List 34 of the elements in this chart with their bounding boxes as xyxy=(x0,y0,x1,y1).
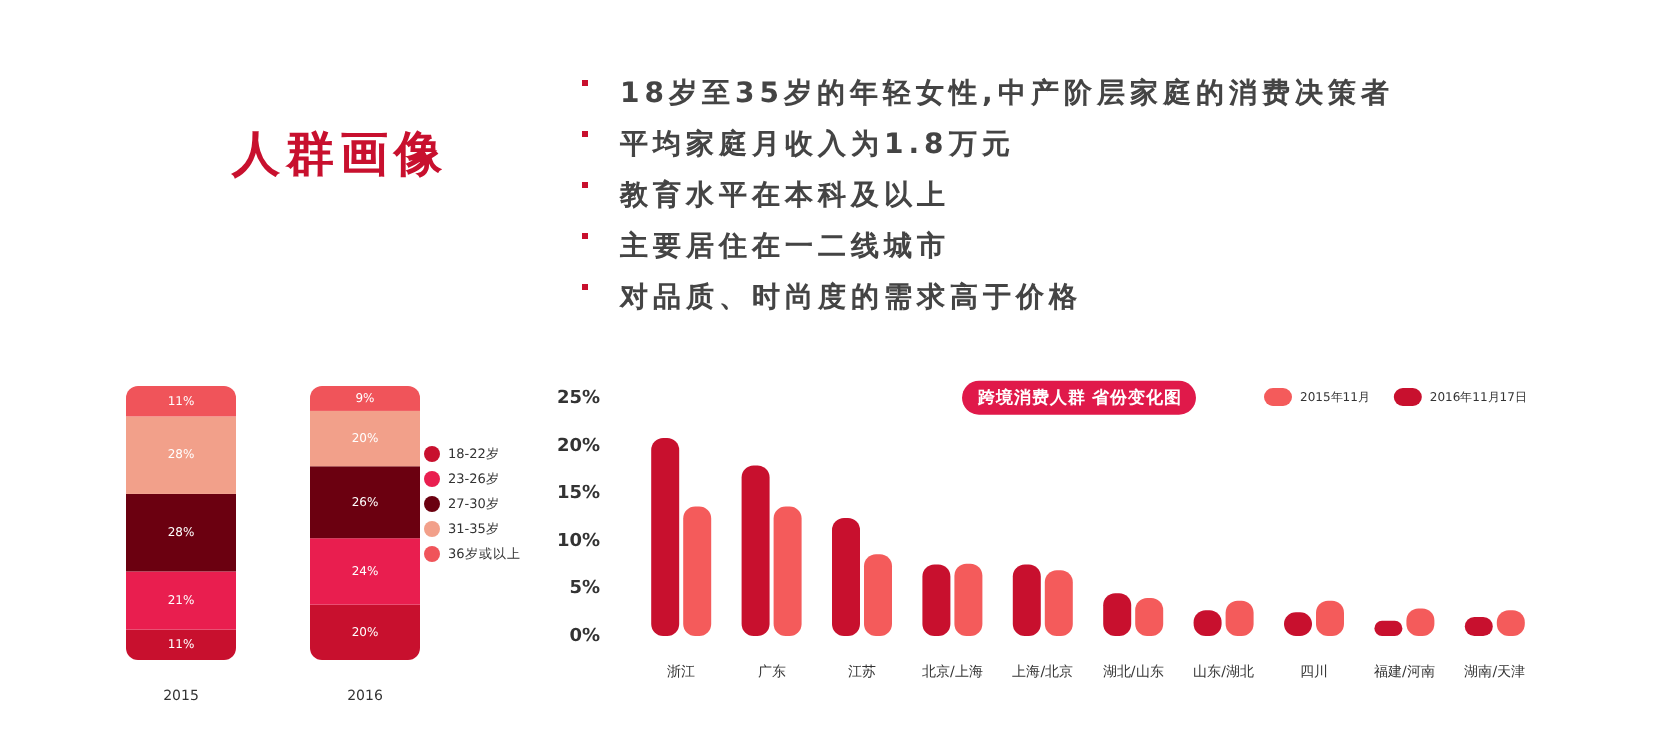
bar xyxy=(126,416,236,494)
bar xyxy=(683,506,712,636)
text: 教育水平在本科及以上 xyxy=(618,177,950,212)
bar xyxy=(954,563,983,636)
bar xyxy=(1103,593,1132,636)
bar xyxy=(310,410,420,467)
bar xyxy=(1044,570,1073,636)
bar xyxy=(126,386,236,417)
bar xyxy=(864,554,892,636)
bar xyxy=(310,604,420,660)
bar xyxy=(126,493,236,572)
y-tick-label: 0% xyxy=(569,626,600,647)
text: 平均家庭月收入为1.8万元 xyxy=(618,126,1015,161)
bar xyxy=(310,386,420,411)
bar xyxy=(922,564,951,636)
chart-title: 跨境消费人群 省份变化图 xyxy=(976,386,1182,409)
bar xyxy=(651,437,680,636)
y-tick-label: 5% xyxy=(569,579,600,600)
bar xyxy=(741,465,770,636)
y-tick-label: 10% xyxy=(556,531,600,552)
bar xyxy=(126,629,236,660)
text: 对品质、时尚度的需求高于价格 xyxy=(618,279,1082,314)
bar xyxy=(832,517,860,636)
bar xyxy=(773,506,802,636)
bar xyxy=(1012,564,1041,636)
text: 人群画像 xyxy=(230,126,448,182)
text: 18岁至35岁的年轻女性,中产阶层家庭的消费决策者 xyxy=(620,75,1394,110)
text: 主要居住在一二线城市 xyxy=(618,228,950,263)
y-tick-label: 20% xyxy=(556,436,600,457)
bar xyxy=(126,571,236,630)
bar xyxy=(310,466,420,539)
y-tick-label: 25% xyxy=(556,388,600,409)
bar xyxy=(310,538,420,605)
y-tick-label: 15% xyxy=(556,484,600,505)
